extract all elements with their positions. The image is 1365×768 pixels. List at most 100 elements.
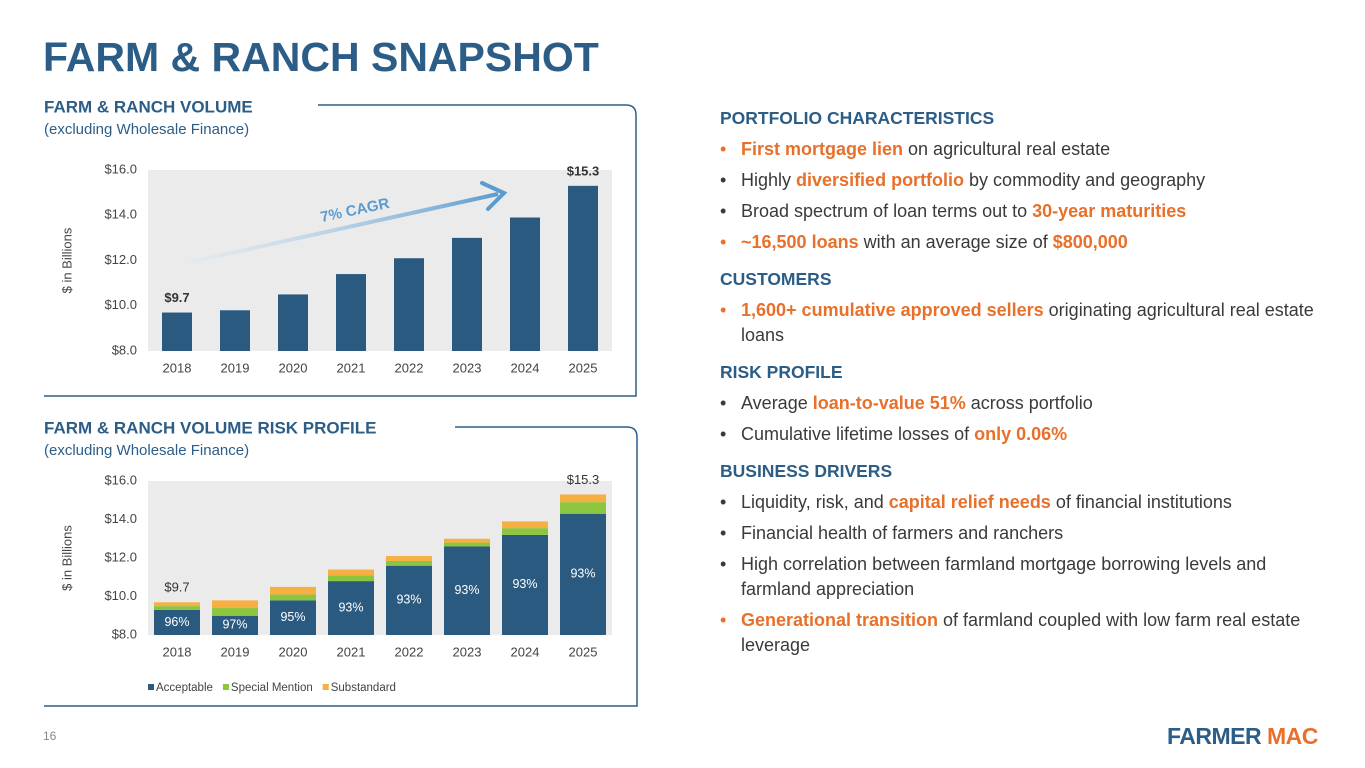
bullet-dot: • [720, 393, 727, 413]
section-heading: PORTFOLIO CHARACTERISTICS [720, 108, 995, 128]
share-label: 93% [454, 583, 479, 597]
share-label: 93% [570, 567, 595, 581]
highlight-text: 30-year maturities [1032, 201, 1187, 221]
bar-segment [386, 560, 432, 566]
logo-word: MAC [1267, 723, 1318, 749]
x-tick-label: 2019 [221, 644, 250, 659]
bar [162, 312, 192, 351]
share-label: 93% [338, 600, 363, 614]
bar [278, 294, 308, 351]
bullet-text: Highly [741, 170, 797, 190]
y-tick-label: $12.0 [104, 549, 137, 564]
share-label: 93% [396, 593, 421, 607]
bullet: • ~16,500 loans with an average size of $… [720, 230, 1319, 255]
bar [452, 237, 482, 351]
section-heading: RISK PROFILE [720, 362, 843, 382]
bar-segment [212, 615, 258, 635]
section-heading: CUSTOMERS [720, 269, 832, 289]
bar-segment [444, 538, 490, 543]
bullet-dot: • [720, 523, 727, 543]
bar [568, 185, 598, 351]
bar [220, 310, 250, 351]
y-tick-label: $10.0 [104, 588, 137, 603]
highlight-text: ~16,500 loans [741, 232, 859, 252]
bar-segment [502, 528, 548, 535]
logo: FARMER MAC [1167, 723, 1318, 750]
bullet: • Generational transition of farmland cou… [720, 608, 1319, 658]
bar-segment [212, 600, 258, 609]
bullet: • 1,600+ cumulative approved sellers orig… [720, 298, 1319, 348]
share-label: 96% [164, 615, 189, 629]
bullet-dot: • [720, 554, 727, 574]
share-label: 93% [512, 577, 537, 591]
y-tick-label: $12.0 [104, 252, 137, 267]
bullet-text: across portfolio [965, 393, 1093, 413]
page-number: 16 [43, 729, 57, 743]
x-tick-label: 2021 [337, 360, 366, 375]
y-tick-label: $16.0 [104, 161, 137, 176]
x-tick-label: 2024 [511, 644, 540, 659]
share-label: 97% [222, 618, 247, 632]
bar-segment [560, 513, 606, 635]
highlight-text: only 0.06% [974, 424, 1068, 444]
y-tick-label: $8.0 [112, 626, 137, 641]
x-tick-label: 2023 [453, 644, 482, 659]
bar-segment [328, 581, 374, 635]
x-tick-label: 2025 [569, 360, 598, 375]
bullet-dot: • [720, 492, 727, 512]
bullet-dot: • [720, 610, 727, 630]
bullet-text: originating agricultural real estate loa… [741, 300, 1314, 345]
y-tick-label: $14.0 [104, 207, 137, 222]
bullet: • Financial health of farmers and rancher… [720, 521, 1319, 546]
logo-word: FARMER [1167, 723, 1262, 749]
bar-segment [328, 569, 374, 576]
bullet-text: with an average size of [858, 232, 1053, 252]
y-tick-label: $10.0 [104, 297, 137, 312]
bullet-dot: • [720, 201, 727, 221]
total-label: $9.7 [164, 580, 189, 595]
legend-label: Substandard [331, 682, 396, 694]
bullet-text: Cumulative lifetime losses of [741, 424, 975, 444]
x-tick-label: 2024 [511, 360, 540, 375]
highlight-text: First mortgage lien [741, 139, 904, 159]
bullet-text: by commodity and geography [964, 170, 1206, 190]
bullet-text: Financial health of farmers and ranchers [741, 523, 1064, 543]
bar-segment [270, 594, 316, 601]
legend-swatch [222, 684, 229, 690]
slide-title: FARM & RANCH SNAPSHOT [43, 34, 599, 80]
highlight-text: capital relief needs [888, 492, 1051, 512]
chart-subtitle: (excluding Wholesale Finance) [44, 442, 249, 459]
bar-segment [386, 556, 432, 561]
panel-frame [44, 104, 637, 397]
y-tick-label: $16.0 [104, 472, 137, 487]
cagr-arrow [189, 192, 499, 264]
bullet-dot: • [720, 170, 727, 190]
x-tick-label: 2018 [163, 360, 192, 375]
bullet-dot: • [720, 300, 727, 320]
bar-segment [444, 546, 490, 635]
bar-segment [502, 534, 548, 635]
bullet-text: High correlation between farmland mortga… [741, 554, 1267, 599]
bullet-text: Average [741, 393, 813, 413]
y-tick-label: $8.0 [112, 342, 137, 357]
bar [510, 217, 540, 351]
bar-segment [444, 542, 490, 547]
y-axis-label: $ in Billions [59, 227, 74, 293]
panel-frame [44, 426, 638, 707]
bullet: • Average loan-to-value 51% across portfo… [720, 391, 1319, 416]
x-tick-label: 2018 [163, 644, 192, 659]
bullet-dot: • [720, 424, 727, 444]
y-axis-label: $ in Billions [59, 525, 74, 591]
legend-swatch [148, 684, 154, 690]
bar-segment [270, 586, 316, 595]
bullet-text: of farmland coupled with low farm real e… [741, 610, 1301, 655]
chart-title: FARM & RANCH VOLUME [44, 97, 253, 116]
bar-segment [154, 602, 200, 607]
section-heading: BUSINESS DRIVERS [720, 461, 893, 481]
bar [394, 258, 424, 351]
chart-title: FARM & RANCH VOLUME RISK PROFILE [44, 418, 376, 437]
legend-label: Special Mention [231, 682, 313, 694]
bullet: • High correlation between farmland mortg… [720, 552, 1319, 602]
